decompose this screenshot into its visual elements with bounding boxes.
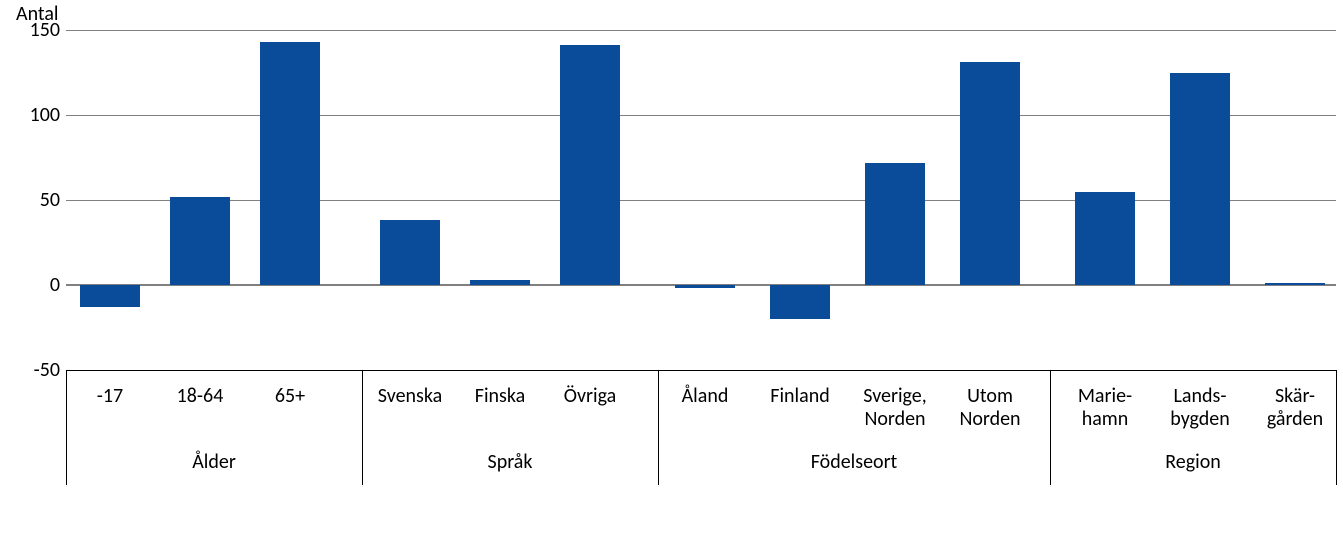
bar <box>380 220 440 285</box>
category-label: Skär-gården <box>1247 385 1343 431</box>
bar <box>80 285 140 307</box>
bar <box>560 45 620 285</box>
group-separator <box>1336 370 1337 485</box>
axis-top-border <box>66 370 1336 371</box>
bar <box>470 280 530 285</box>
category-label: 65+ <box>242 385 338 408</box>
gridline <box>66 115 1336 116</box>
y-tick-label: 50 <box>10 188 60 212</box>
category-label: Marie-hamn <box>1057 385 1153 431</box>
gridline <box>66 200 1336 201</box>
bar-chart: Antal -50050100150-1718-6465+SvenskaFins… <box>0 0 1343 543</box>
bar <box>960 62 1020 285</box>
category-label: 18-64 <box>152 385 248 408</box>
bar <box>1265 283 1325 285</box>
group-label: Språk <box>362 450 658 474</box>
bar <box>1170 73 1230 286</box>
group-separator <box>362 370 363 485</box>
category-label: -17 <box>62 385 158 408</box>
group-separator <box>658 370 659 485</box>
group-separator <box>66 370 67 485</box>
bar <box>260 42 320 285</box>
gridline <box>66 30 1336 31</box>
category-label: UtomNorden <box>942 385 1038 431</box>
category-label: Sverige,Norden <box>847 385 943 431</box>
group-label: Ålder <box>66 450 362 474</box>
category-label: Finland <box>752 385 848 408</box>
category-label: Finska <box>452 385 548 408</box>
bar <box>770 285 830 319</box>
bar <box>675 285 735 288</box>
y-tick-label: 0 <box>10 273 60 297</box>
group-label: Region <box>1050 450 1336 474</box>
category-label: Övriga <box>542 385 638 408</box>
y-tick-label: -50 <box>10 358 60 382</box>
group-label: Födelseort <box>658 450 1050 474</box>
bar <box>170 197 230 285</box>
group-separator <box>1050 370 1051 485</box>
category-label: Åland <box>657 385 753 408</box>
bar <box>865 163 925 285</box>
bar <box>1075 192 1135 286</box>
y-tick-label: 100 <box>10 103 60 127</box>
y-tick-label: 150 <box>10 18 60 42</box>
category-label: Svenska <box>362 385 458 408</box>
category-label: Lands-bygden <box>1152 385 1248 431</box>
